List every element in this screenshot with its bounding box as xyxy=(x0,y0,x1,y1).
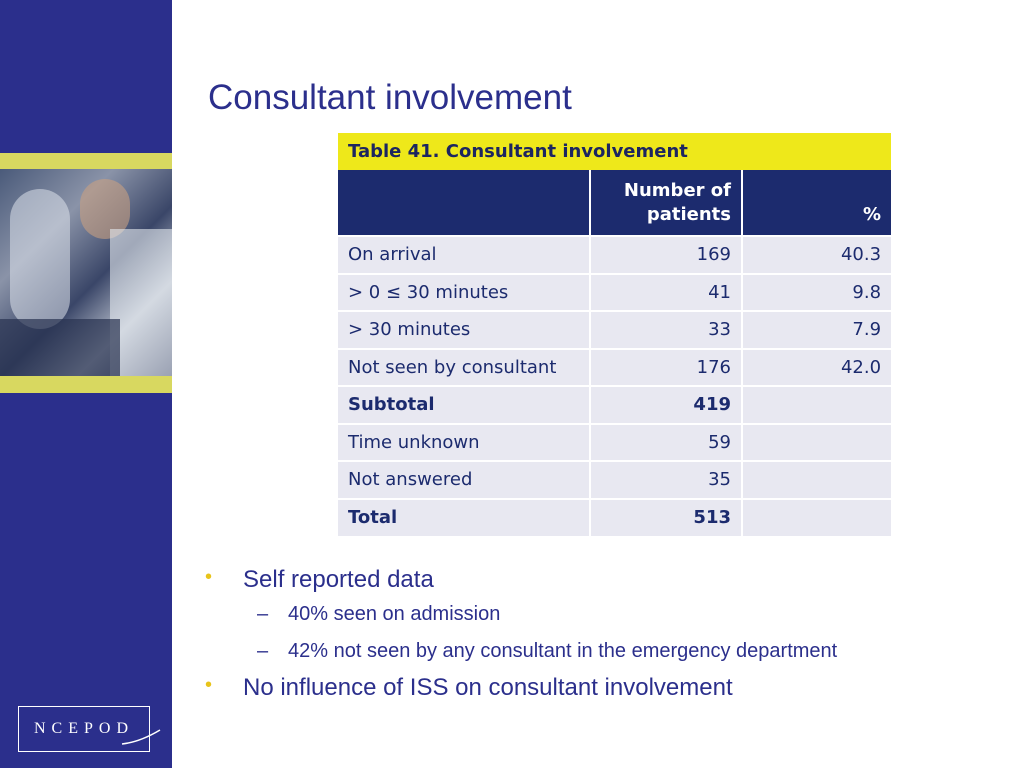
ncepod-logo: NCEPOD xyxy=(18,706,150,752)
bullet-icon: • xyxy=(205,674,213,696)
consultant-involvement-table: Table 41. Consultant involvement Number … xyxy=(338,133,892,536)
dash-icon: – xyxy=(257,603,269,625)
table-row: On arrival 169 40.3 xyxy=(338,235,892,274)
cell-pct: 9.8 xyxy=(742,272,892,311)
cell-label: Not seen by consultant xyxy=(338,347,591,386)
table-row: > 0 ≤ 30 minutes 41 9.8 xyxy=(338,272,892,311)
table-row: Subtotal 419 xyxy=(338,385,892,424)
cell-patients: 176 xyxy=(590,347,743,386)
cell-label: Time unknown xyxy=(338,422,591,461)
cell-patients: 35 xyxy=(590,460,743,499)
page-title: Consultant involvement xyxy=(208,78,572,117)
cell-pct xyxy=(742,422,892,461)
table-body: On arrival 169 40.3 > 0 ≤ 30 minutes 41 9.8 > … xyxy=(338,235,892,536)
table-row: Total 513 xyxy=(338,497,892,536)
cell-label: > 30 minutes xyxy=(338,310,591,349)
cell-label: Not answered xyxy=(338,460,591,499)
bullet-icon: • xyxy=(205,566,213,588)
cell-patients: 419 xyxy=(590,385,743,424)
cell-label: > 0 ≤ 30 minutes xyxy=(338,272,591,311)
dash-icon: – xyxy=(257,640,269,662)
table-row: Not seen by consultant 176 42.0 xyxy=(338,347,892,386)
table-caption: Table 41. Consultant involvement xyxy=(338,133,892,170)
cell-patients: 169 xyxy=(590,235,743,274)
cell-patients: 41 xyxy=(590,272,743,311)
header-label xyxy=(338,170,591,236)
bullet-list: • Self reported data – 40% seen on admis… xyxy=(205,566,905,708)
logo-text: NCEPOD xyxy=(33,720,134,737)
header-patients: Number of patients xyxy=(590,170,743,236)
cell-pct: 42.0 xyxy=(742,347,892,386)
table-caption-row: Table 41. Consultant involvement xyxy=(338,133,892,170)
cell-pct xyxy=(742,460,892,499)
bullet-item: • Self reported data xyxy=(205,566,905,594)
cell-patients: 513 xyxy=(590,497,743,536)
bullet-text: Self reported data xyxy=(243,566,434,593)
table-header-row: Number of patients % xyxy=(338,170,892,236)
cell-pct: 40.3 xyxy=(742,235,892,274)
cell-label: On arrival xyxy=(338,235,591,274)
sub-bullet-text: 42% not seen by any consultant in the em… xyxy=(288,640,838,662)
cell-pct: 7.9 xyxy=(742,310,892,349)
header-percent: % xyxy=(742,170,892,236)
logo-swoosh-icon xyxy=(121,729,161,745)
cell-patients: 59 xyxy=(590,422,743,461)
bullet-item: • No influence of ISS on consultant invo… xyxy=(205,674,905,702)
sidebar-photo xyxy=(0,169,172,376)
cell-label: Total xyxy=(338,497,591,536)
sub-bullet-item: – 40% seen on admission xyxy=(205,600,905,629)
sub-bullet-text: 40% seen on admission xyxy=(288,603,501,625)
cell-pct xyxy=(742,385,892,424)
table-row: Time unknown 59 xyxy=(338,422,892,461)
cell-patients: 33 xyxy=(590,310,743,349)
table-row: > 30 minutes 33 7.9 xyxy=(338,310,892,349)
table-row: Not answered 35 xyxy=(338,460,892,499)
cell-pct xyxy=(742,497,892,536)
sub-bullet-item: – 42% not seen by any consultant in the … xyxy=(205,637,905,666)
bullet-text: No influence of ISS on consultant involv… xyxy=(243,674,733,701)
cell-label: Subtotal xyxy=(338,385,591,424)
